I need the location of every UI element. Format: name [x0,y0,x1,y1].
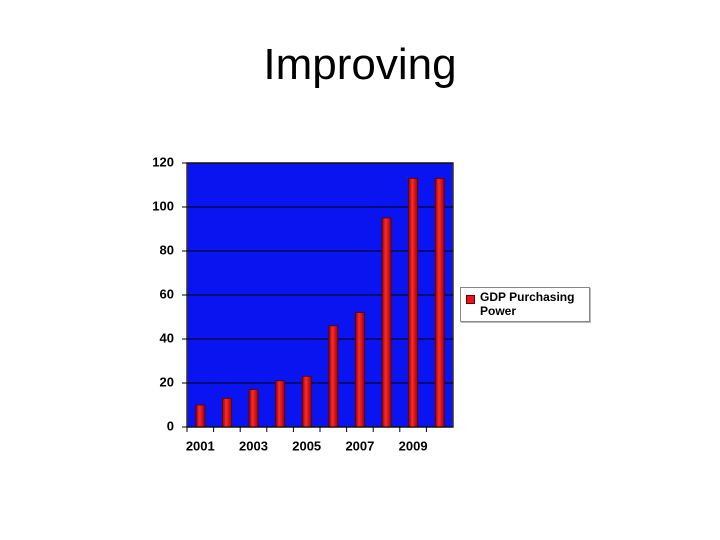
bar [221,397,232,428]
bar [434,177,445,428]
x-tick-label: 2007 [345,438,374,453]
y-tick-label: 20 [160,374,174,389]
x-tick-label: 2001 [186,438,215,453]
y-tick-label: 100 [152,198,174,213]
bar [301,375,312,428]
legend-label: GDP Purchasing Power [480,290,575,318]
legend-swatch [466,295,475,304]
x-tick-label: 2003 [239,438,268,453]
legend: GDP Purchasing Power [460,287,590,322]
x-tick-label: 2009 [399,438,428,453]
bar [354,312,365,428]
bar [328,325,339,428]
slide-title: Improving [263,40,457,89]
bar [381,217,392,428]
y-tick-label: 40 [160,330,174,345]
bar [195,404,206,428]
bar [408,177,419,428]
y-tick-label: 120 [152,154,174,169]
y-tick-label: 80 [160,242,174,257]
bar [275,380,286,428]
y-tick-label: 0 [167,418,174,433]
y-tick-label: 60 [160,286,174,301]
x-tick-label: 2005 [292,438,321,453]
bar [248,389,259,428]
